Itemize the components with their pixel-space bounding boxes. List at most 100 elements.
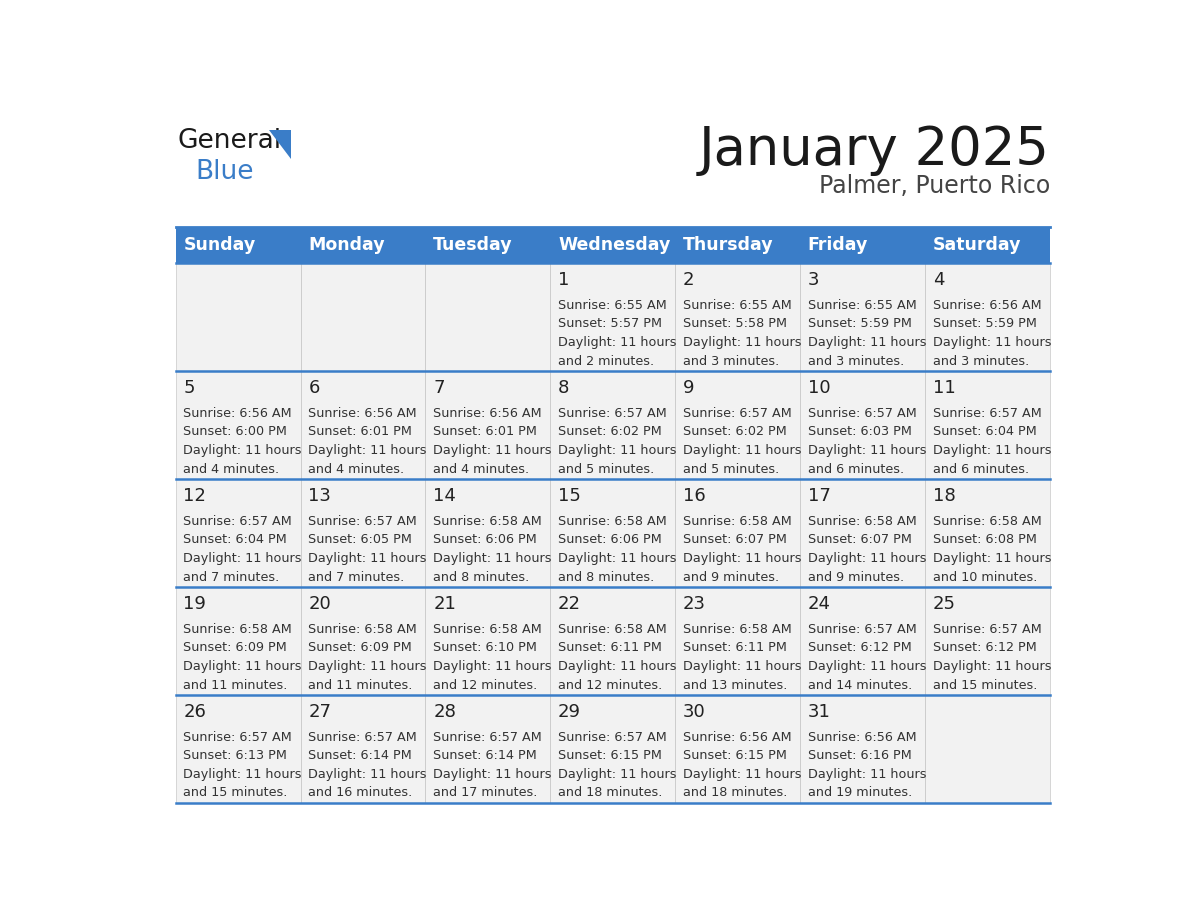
Text: and 5 minutes.: and 5 minutes. (683, 463, 779, 476)
Text: and 3 minutes.: and 3 minutes. (933, 354, 1029, 367)
Bar (550, 372, 675, 479)
Text: and 19 minutes.: and 19 minutes. (808, 787, 912, 800)
Text: Daylight: 11 hours: Daylight: 11 hours (808, 660, 927, 673)
Text: Daylight: 11 hours: Daylight: 11 hours (683, 336, 802, 349)
Bar (176, 588, 301, 695)
Text: Sunrise: 6:58 AM: Sunrise: 6:58 AM (434, 515, 542, 528)
Text: Sunset: 6:06 PM: Sunset: 6:06 PM (434, 533, 537, 546)
Text: Sunset: 6:02 PM: Sunset: 6:02 PM (558, 425, 662, 439)
Text: Sunset: 6:13 PM: Sunset: 6:13 PM (183, 749, 287, 762)
Text: Sunset: 6:11 PM: Sunset: 6:11 PM (558, 642, 662, 655)
Bar (550, 263, 675, 372)
Bar (425, 479, 550, 588)
Text: 12: 12 (183, 487, 207, 505)
Text: Daylight: 11 hours: Daylight: 11 hours (183, 444, 302, 457)
Text: Sunday: Sunday (183, 236, 255, 254)
Bar (925, 695, 1050, 803)
Text: Daylight: 11 hours: Daylight: 11 hours (933, 336, 1051, 349)
Text: Sunrise: 6:55 AM: Sunrise: 6:55 AM (683, 299, 791, 312)
Text: Sunset: 6:02 PM: Sunset: 6:02 PM (683, 425, 786, 439)
Text: Daylight: 11 hours: Daylight: 11 hours (683, 767, 802, 781)
Text: Sunset: 6:15 PM: Sunset: 6:15 PM (683, 749, 786, 762)
Text: Sunrise: 6:58 AM: Sunrise: 6:58 AM (683, 515, 791, 528)
Text: Sunrise: 6:56 AM: Sunrise: 6:56 AM (308, 407, 417, 420)
Text: and 8 minutes.: and 8 minutes. (558, 571, 655, 584)
Text: Sunset: 6:14 PM: Sunset: 6:14 PM (434, 749, 537, 762)
Text: Friday: Friday (808, 236, 868, 254)
Bar (800, 695, 925, 803)
Text: Monday: Monday (308, 236, 385, 254)
Text: Sunrise: 6:58 AM: Sunrise: 6:58 AM (558, 622, 666, 635)
Bar (925, 372, 1050, 479)
Text: 28: 28 (434, 703, 456, 721)
Bar (550, 588, 675, 695)
Text: Sunrise: 6:56 AM: Sunrise: 6:56 AM (434, 407, 542, 420)
Text: 16: 16 (683, 487, 706, 505)
Text: Sunrise: 6:58 AM: Sunrise: 6:58 AM (808, 515, 917, 528)
Bar (301, 263, 425, 372)
Text: 19: 19 (183, 595, 207, 613)
Text: Tuesday: Tuesday (434, 236, 513, 254)
Text: and 4 minutes.: and 4 minutes. (183, 463, 279, 476)
Bar (925, 588, 1050, 695)
Text: Sunrise: 6:58 AM: Sunrise: 6:58 AM (308, 622, 417, 635)
Text: Sunset: 6:06 PM: Sunset: 6:06 PM (558, 533, 662, 546)
Text: Daylight: 11 hours: Daylight: 11 hours (183, 660, 302, 673)
Text: Sunrise: 6:58 AM: Sunrise: 6:58 AM (933, 515, 1042, 528)
Bar (675, 263, 800, 372)
Text: 26: 26 (183, 703, 207, 721)
Bar (425, 588, 550, 695)
Text: and 9 minutes.: and 9 minutes. (683, 571, 779, 584)
Text: and 10 minutes.: and 10 minutes. (933, 571, 1037, 584)
Text: Sunrise: 6:56 AM: Sunrise: 6:56 AM (933, 299, 1042, 312)
Text: Daylight: 11 hours: Daylight: 11 hours (308, 660, 426, 673)
Text: Sunset: 6:12 PM: Sunset: 6:12 PM (933, 642, 1036, 655)
Text: and 12 minutes.: and 12 minutes. (558, 678, 662, 691)
Text: Sunset: 6:08 PM: Sunset: 6:08 PM (933, 533, 1037, 546)
Text: Sunset: 6:16 PM: Sunset: 6:16 PM (808, 749, 911, 762)
Text: and 3 minutes.: and 3 minutes. (683, 354, 779, 367)
Bar (550, 479, 675, 588)
Text: Sunset: 6:09 PM: Sunset: 6:09 PM (183, 642, 287, 655)
Text: Daylight: 11 hours: Daylight: 11 hours (558, 767, 676, 781)
Bar (550, 695, 675, 803)
Bar (675, 372, 800, 479)
Text: 29: 29 (558, 703, 581, 721)
Text: Sunset: 6:04 PM: Sunset: 6:04 PM (183, 533, 287, 546)
Text: Sunrise: 6:58 AM: Sunrise: 6:58 AM (683, 622, 791, 635)
Text: Sunrise: 6:57 AM: Sunrise: 6:57 AM (558, 731, 666, 744)
Text: 31: 31 (808, 703, 830, 721)
Bar (675, 695, 800, 803)
Text: Sunrise: 6:58 AM: Sunrise: 6:58 AM (558, 515, 666, 528)
Text: Sunset: 6:12 PM: Sunset: 6:12 PM (808, 642, 911, 655)
Text: and 8 minutes.: and 8 minutes. (434, 571, 530, 584)
Text: Daylight: 11 hours: Daylight: 11 hours (434, 767, 551, 781)
Bar (925, 227, 1050, 263)
Text: Daylight: 11 hours: Daylight: 11 hours (183, 552, 302, 565)
Text: Sunrise: 6:55 AM: Sunrise: 6:55 AM (558, 299, 666, 312)
Text: Sunset: 6:07 PM: Sunset: 6:07 PM (808, 533, 911, 546)
Text: and 3 minutes.: and 3 minutes. (808, 354, 904, 367)
Text: and 12 minutes.: and 12 minutes. (434, 678, 537, 691)
Text: Thursday: Thursday (683, 236, 773, 254)
Polygon shape (270, 130, 291, 160)
Bar (176, 227, 301, 263)
Text: and 11 minutes.: and 11 minutes. (308, 678, 412, 691)
Bar (301, 479, 425, 588)
Text: Wednesday: Wednesday (558, 236, 670, 254)
Text: Daylight: 11 hours: Daylight: 11 hours (434, 444, 551, 457)
Text: Sunrise: 6:56 AM: Sunrise: 6:56 AM (808, 731, 916, 744)
Text: Daylight: 11 hours: Daylight: 11 hours (558, 552, 676, 565)
Text: 15: 15 (558, 487, 581, 505)
Text: Blue: Blue (195, 159, 253, 185)
Text: 24: 24 (808, 595, 830, 613)
Text: Sunrise: 6:57 AM: Sunrise: 6:57 AM (683, 407, 791, 420)
Text: General: General (178, 128, 282, 154)
Text: Daylight: 11 hours: Daylight: 11 hours (683, 552, 802, 565)
Text: January 2025: January 2025 (699, 124, 1050, 176)
Text: Sunset: 6:07 PM: Sunset: 6:07 PM (683, 533, 786, 546)
Text: Sunrise: 6:57 AM: Sunrise: 6:57 AM (308, 731, 417, 744)
Text: Daylight: 11 hours: Daylight: 11 hours (683, 444, 802, 457)
Text: Daylight: 11 hours: Daylight: 11 hours (308, 552, 426, 565)
Text: Daylight: 11 hours: Daylight: 11 hours (683, 660, 802, 673)
